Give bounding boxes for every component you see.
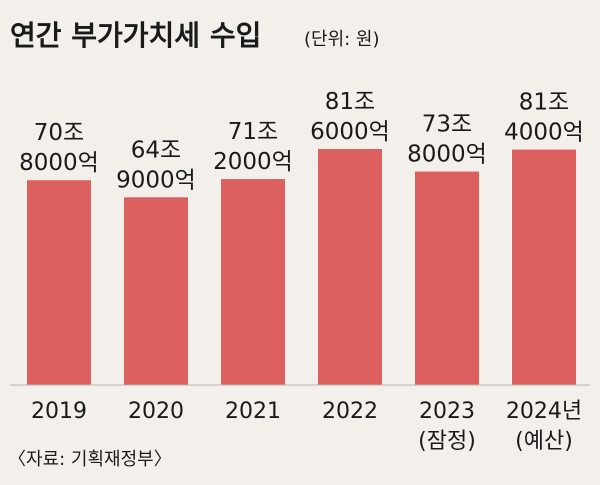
category-labels-group: 2019 2020 2021 2022 2023 (잠정) 2024년 (예산): [31, 399, 582, 454]
value-label-3-0: 81조: [325, 89, 375, 115]
chart-unit: (단위: 원): [304, 29, 380, 50]
bar-2: [221, 179, 285, 385]
category-label-3-0: 2022: [322, 399, 378, 424]
value-labels-group: 70조 8000억 64조 9000억 71조 2000억 81조 6000억 73조 8000억…: [19, 89, 584, 193]
category-label-2-0: 2021: [225, 399, 281, 424]
bar-5: [512, 149, 576, 385]
value-label-4-1: 8000억: [407, 142, 487, 168]
category-label-0-0: 2019: [31, 399, 87, 424]
bar-1: [124, 197, 188, 385]
category-label-4-0: 2023: [419, 399, 475, 424]
category-label-5-0: 2024년: [506, 399, 582, 424]
value-label-1-0: 64조: [131, 137, 181, 163]
value-label-5-1: 4000억: [504, 120, 584, 146]
category-label-5-1: (예산): [515, 429, 573, 454]
source-note: 〈자료: 기획재정부〉: [8, 449, 172, 470]
value-label-0-1: 8000억: [19, 150, 99, 176]
value-label-0-0: 70조: [34, 120, 84, 146]
category-label-1-0: 2020: [128, 399, 184, 424]
value-label-2-0: 71조: [228, 119, 278, 145]
value-label-2-1: 2000억: [213, 149, 293, 175]
bar-4: [415, 171, 479, 385]
value-label-3-1: 6000억: [310, 119, 390, 145]
value-label-5-0: 81조: [519, 90, 569, 116]
bar-0: [27, 180, 91, 385]
bar-3: [318, 149, 382, 385]
value-label-1-1: 9000억: [116, 167, 196, 193]
bars-group: [27, 149, 576, 385]
value-label-4-0: 73조: [422, 112, 472, 138]
chart-title: 연간 부가가치세 수입: [10, 19, 261, 52]
category-label-4-1: (잠정): [418, 429, 476, 454]
